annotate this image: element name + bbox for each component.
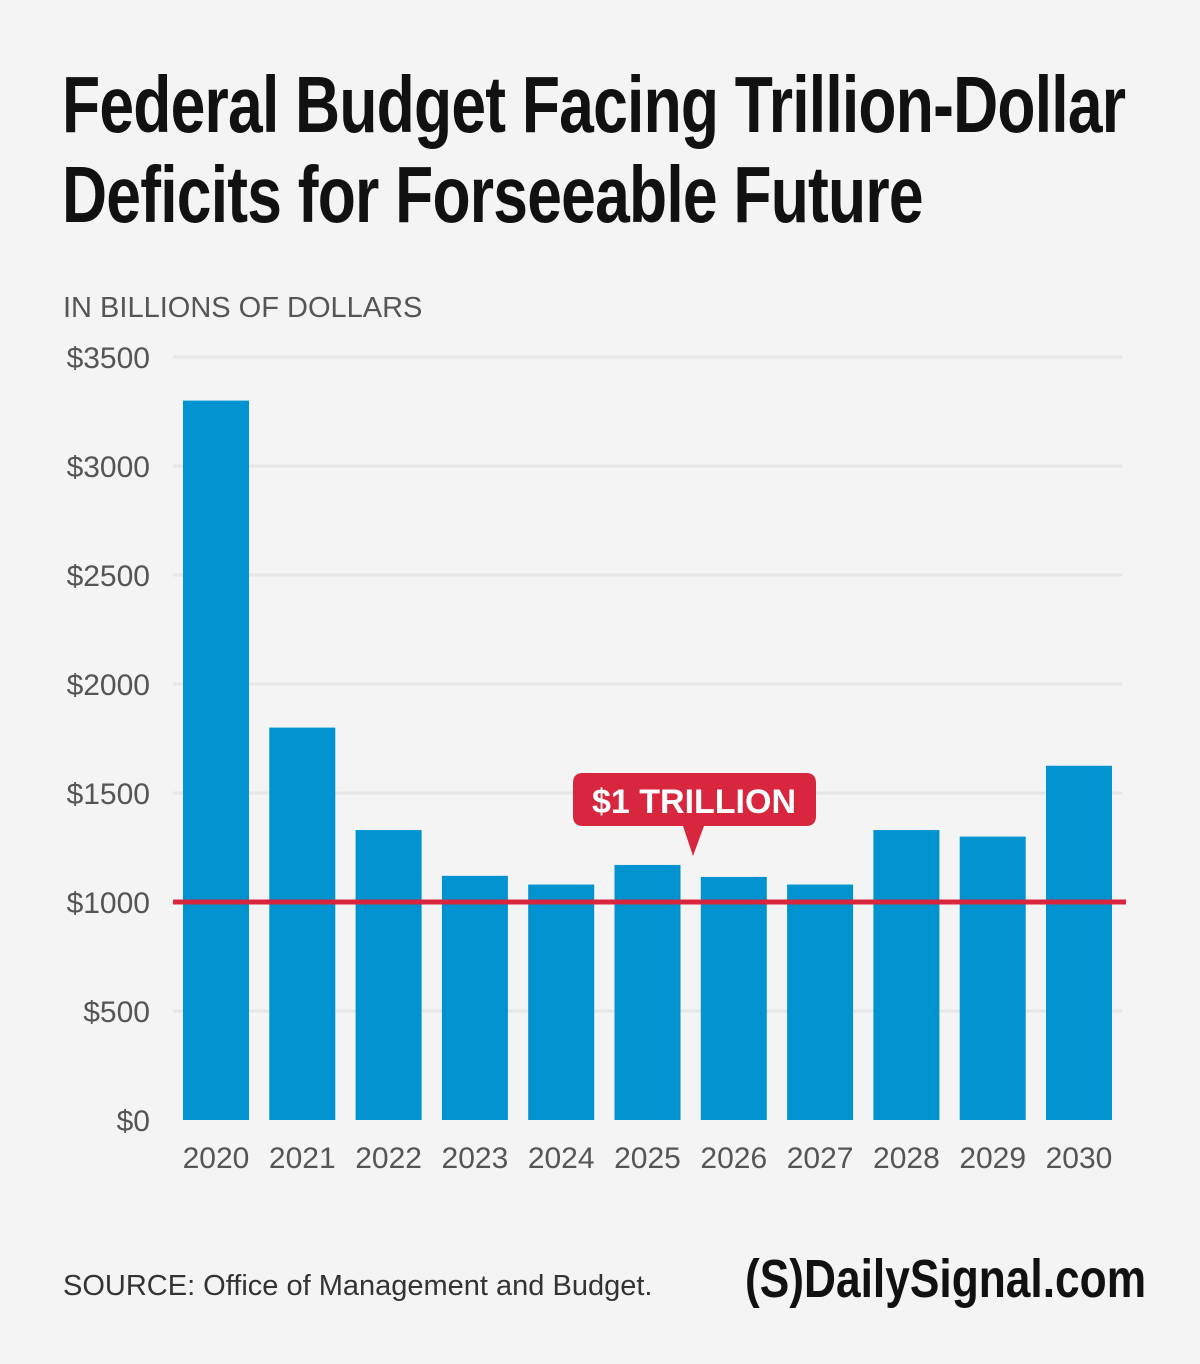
y-tick-label: $1500 — [67, 778, 150, 811]
x-tick-label: 2025 — [614, 1142, 681, 1175]
bar-2030 — [1046, 765, 1112, 1120]
bar-2020 — [183, 400, 249, 1121]
reference-label: $1 TRILLION — [592, 783, 796, 821]
source-note: SOURCE: Office of Management and Budget. — [63, 1270, 653, 1302]
bar-2023 — [441, 875, 508, 1120]
bar-2027 — [787, 884, 854, 1120]
daily-signal-logo: (S)DailySignal.com — [745, 1249, 1147, 1309]
y-tick-label: $2500 — [67, 560, 150, 593]
bar-2022 — [355, 830, 422, 1120]
title-line-2: Deficits for Forseeable Future — [62, 150, 924, 239]
x-tick-label: 2021 — [269, 1142, 336, 1175]
bar-2021 — [269, 727, 336, 1120]
bar-2028 — [873, 830, 940, 1120]
bar-2025 — [614, 864, 681, 1120]
x-tick-label: 2023 — [442, 1142, 509, 1175]
x-tick-label: 2024 — [528, 1142, 595, 1175]
bar-2026 — [700, 876, 767, 1120]
x-tick-label: 2022 — [355, 1142, 422, 1175]
y-tick-label: $3500 — [67, 342, 150, 375]
y-tick-label: $3000 — [67, 451, 150, 484]
bar-2029 — [959, 836, 1026, 1120]
bar-2024 — [528, 884, 595, 1120]
y-tick-label: $1000 — [67, 887, 150, 920]
x-tick-label: 2030 — [1046, 1142, 1113, 1175]
y-axis-label: IN BILLIONS OF DOLLARS — [63, 292, 423, 324]
x-tick-label: 2027 — [787, 1142, 854, 1175]
x-tick-label: 2029 — [959, 1142, 1026, 1175]
y-tick-label: $0 — [117, 1105, 150, 1138]
reference-callout — [573, 773, 816, 856]
y-tick-label: $500 — [83, 996, 150, 1029]
y-tick-label: $2000 — [67, 669, 150, 702]
x-tick-label: 2026 — [700, 1142, 767, 1175]
x-tick-label: 2028 — [873, 1142, 940, 1175]
x-tick-label: 2020 — [183, 1142, 250, 1175]
